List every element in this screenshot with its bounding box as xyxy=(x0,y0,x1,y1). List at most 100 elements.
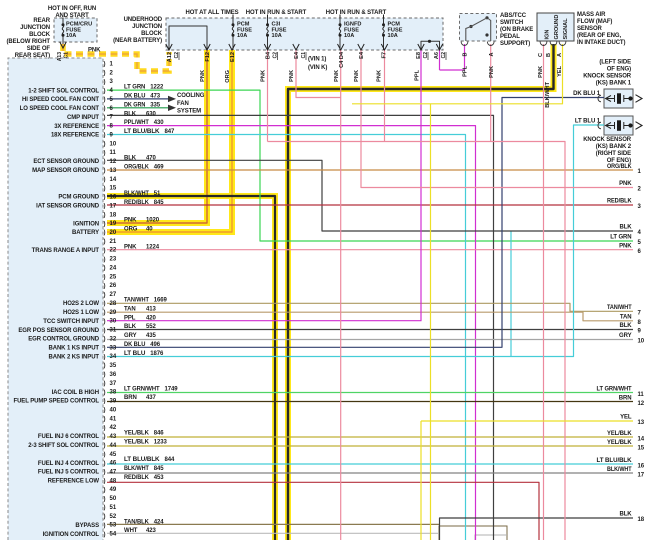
svg-text:PCM: PCM xyxy=(388,22,401,28)
svg-text:YEL/BLK: YEL/BLK xyxy=(124,431,150,437)
svg-text:): ) xyxy=(104,417,106,423)
svg-text:BLK: BLK xyxy=(124,111,137,117)
svg-text:A: A xyxy=(489,53,495,57)
svg-text:): ) xyxy=(104,71,106,77)
svg-text:38: 38 xyxy=(110,390,117,396)
svg-text:10A: 10A xyxy=(272,33,282,39)
svg-text:3: 3 xyxy=(110,79,114,85)
svg-text:C2: C2 xyxy=(174,52,180,59)
svg-text:10A: 10A xyxy=(237,33,247,39)
svg-text:(VIN K): (VIN K) xyxy=(308,65,327,71)
svg-text:): ) xyxy=(104,363,106,369)
svg-text:41: 41 xyxy=(110,416,117,422)
svg-text:1224: 1224 xyxy=(146,244,160,250)
svg-text:ECT SENSOR GROUND: ECT SENSOR GROUND xyxy=(33,159,99,165)
svg-text:26: 26 xyxy=(110,283,117,289)
svg-text:PNK: PNK xyxy=(619,244,632,250)
svg-text:DK GRN: DK GRN xyxy=(124,102,145,108)
svg-text:ORG/BLK: ORG/BLK xyxy=(124,165,150,171)
svg-text:ORG: ORG xyxy=(124,227,138,233)
svg-text:BRN: BRN xyxy=(124,395,137,401)
svg-text:GROUND: GROUND xyxy=(554,15,560,40)
svg-text:E12: E12 xyxy=(230,52,236,62)
svg-text:): ) xyxy=(104,487,106,493)
svg-text:LT BLU/BLK: LT BLU/BLK xyxy=(124,457,160,463)
svg-text:): ) xyxy=(104,79,106,85)
svg-text:): ) xyxy=(104,186,106,192)
svg-text:29: 29 xyxy=(110,310,117,316)
svg-text:): ) xyxy=(104,354,106,360)
svg-text:OF ENG): OF ENG) xyxy=(607,158,631,164)
svg-text:40: 40 xyxy=(146,227,153,233)
svg-text:7: 7 xyxy=(638,310,642,316)
svg-text:): ) xyxy=(104,301,106,307)
svg-text:): ) xyxy=(104,106,106,112)
svg-text:): ) xyxy=(104,62,106,68)
svg-text:): ) xyxy=(104,337,106,343)
svg-text:5: 5 xyxy=(110,97,114,103)
svg-text:C: C xyxy=(538,53,544,57)
svg-text:(REAR OF ENG,: (REAR OF ENG, xyxy=(577,33,621,39)
svg-text:ABS/TCC: ABS/TCC xyxy=(500,13,527,19)
svg-text:413: 413 xyxy=(146,306,156,312)
svg-text:MASS AIR: MASS AIR xyxy=(577,12,606,18)
svg-text:469: 469 xyxy=(154,165,164,171)
svg-text:KNOCK SENSOR: KNOCK SENSOR xyxy=(583,137,632,143)
svg-text:50: 50 xyxy=(110,496,117,502)
svg-text:): ) xyxy=(104,195,106,201)
svg-text:): ) xyxy=(104,257,106,263)
svg-text:MAP SENSOR GROUND: MAP SENSOR GROUND xyxy=(32,168,100,174)
svg-text:): ) xyxy=(104,275,106,281)
svg-text:FUEL INJ 4 CONTROL: FUEL INJ 4 CONTROL xyxy=(38,461,100,467)
svg-text:): ) xyxy=(104,239,106,245)
svg-text:REAR SEAT): REAR SEAT) xyxy=(15,53,50,59)
svg-text:1: 1 xyxy=(638,169,642,175)
svg-text:1233: 1233 xyxy=(154,440,168,446)
svg-text:IGN: IGN xyxy=(545,30,551,40)
svg-text:SIGNAL: SIGNAL xyxy=(563,18,569,40)
svg-text:C1: C1 xyxy=(301,52,307,59)
svg-text:): ) xyxy=(104,372,106,378)
svg-text:GRY: GRY xyxy=(124,333,137,339)
svg-text:TAN: TAN xyxy=(620,315,632,321)
svg-text:KNOCK SENSOR: KNOCK SENSOR xyxy=(583,74,632,80)
svg-text:(ON BRAKE: (ON BRAKE xyxy=(500,27,533,33)
svg-text:(RIGHT SIDE: (RIGHT SIDE xyxy=(596,151,631,157)
svg-text:(LEFT SIDE: (LEFT SIDE xyxy=(599,60,631,66)
svg-text:HOT IN OFF, RUN: HOT IN OFF, RUN xyxy=(48,6,96,12)
svg-text:): ) xyxy=(104,213,106,219)
svg-text:4: 4 xyxy=(110,88,114,94)
svg-text:9: 9 xyxy=(110,132,114,138)
svg-text:45: 45 xyxy=(110,452,117,458)
svg-text:BLK: BLK xyxy=(124,156,137,162)
svg-text:): ) xyxy=(104,425,106,431)
svg-text:PNK: PNK xyxy=(88,48,101,54)
svg-text:845: 845 xyxy=(154,200,164,206)
svg-text:16: 16 xyxy=(110,195,117,201)
svg-text:): ) xyxy=(104,479,106,485)
svg-text:37: 37 xyxy=(110,381,117,387)
svg-text:): ) xyxy=(104,505,106,511)
svg-text:1876: 1876 xyxy=(150,351,164,357)
svg-text:FLOW (MAF): FLOW (MAF) xyxy=(577,19,612,25)
svg-text:LT GRN/WHT: LT GRN/WHT xyxy=(124,386,160,392)
svg-text:47: 47 xyxy=(110,470,117,476)
svg-text:LT BLU 1: LT BLU 1 xyxy=(575,119,601,125)
svg-text:18X REFERENCE: 18X REFERENCE xyxy=(51,133,99,139)
svg-text:C2: C2 xyxy=(273,52,279,59)
svg-text:FUEL INJ 5 CONTROL: FUEL INJ 5 CONTROL xyxy=(38,470,100,476)
svg-text:49: 49 xyxy=(110,487,117,493)
svg-text:RED/BLK: RED/BLK xyxy=(124,200,150,206)
svg-text:LT BLU: LT BLU xyxy=(124,351,145,357)
svg-text:51: 51 xyxy=(110,505,117,511)
svg-text:2: 2 xyxy=(638,187,642,193)
svg-text:22: 22 xyxy=(110,248,117,254)
svg-text:): ) xyxy=(104,124,106,130)
svg-text:1669: 1669 xyxy=(154,298,168,304)
svg-text:LO SPEED COOL FAN CONT: LO SPEED COOL FAN CONT xyxy=(20,106,100,112)
svg-text:18: 18 xyxy=(110,212,117,218)
svg-text:FUSE: FUSE xyxy=(388,27,403,33)
svg-text:): ) xyxy=(104,204,106,210)
svg-text:HO2S 2 LOW: HO2S 2 LOW xyxy=(63,301,99,307)
svg-text:10: 10 xyxy=(638,339,645,345)
